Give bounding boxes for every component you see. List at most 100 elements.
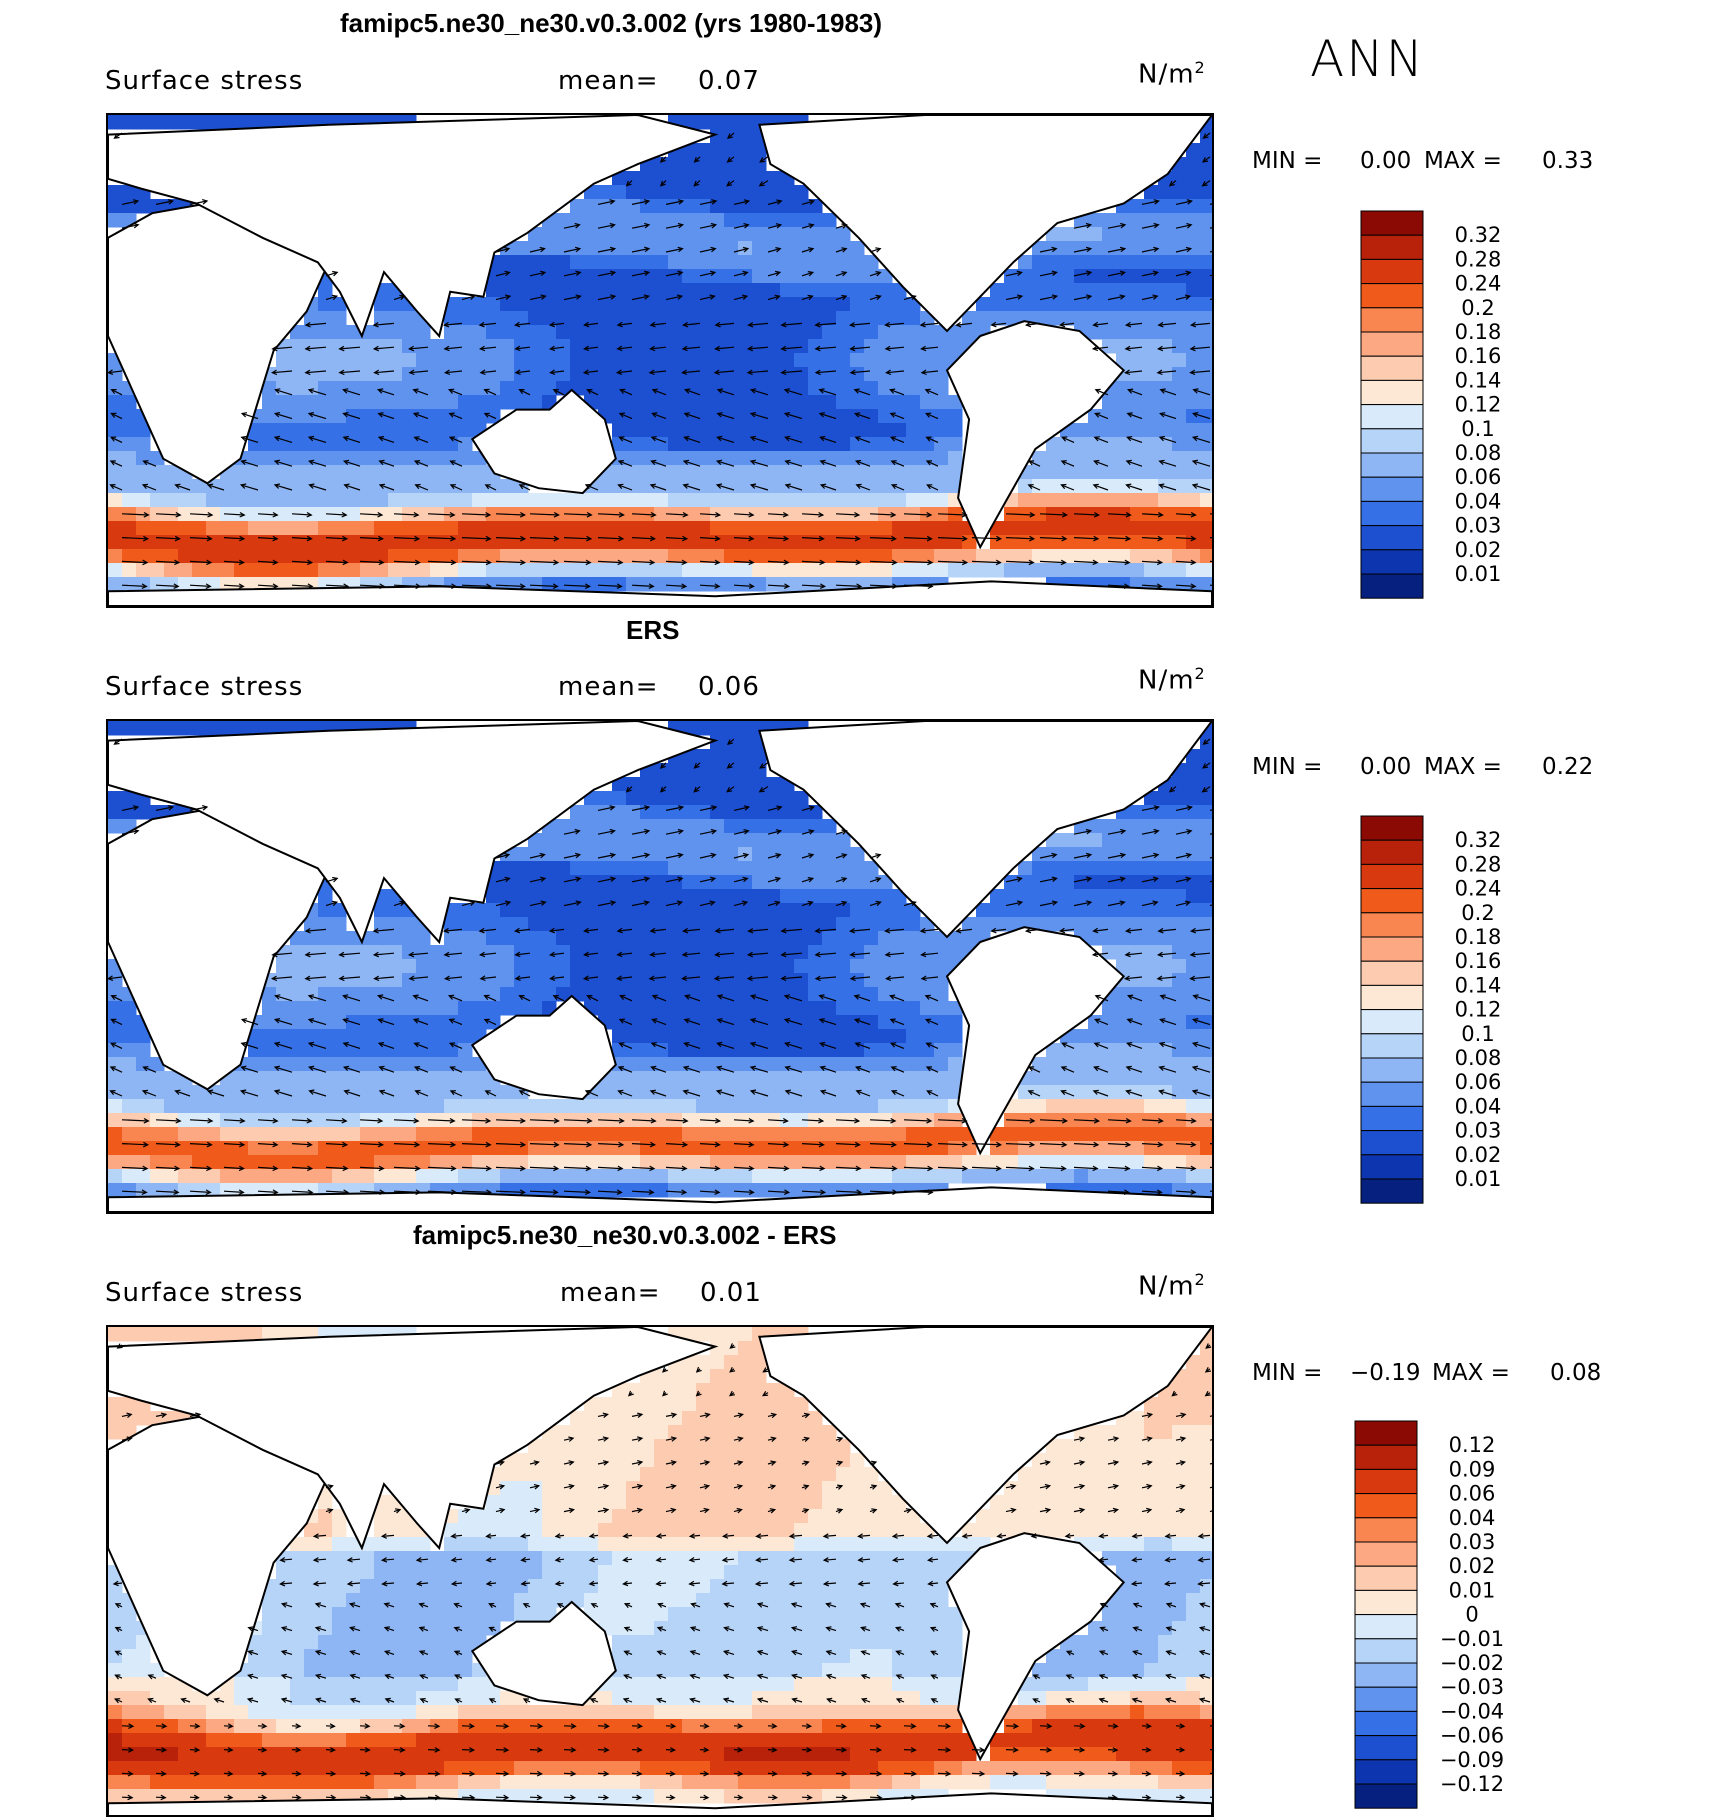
field-cell — [1144, 973, 1159, 988]
field-cell — [682, 297, 697, 312]
field-cell — [514, 945, 529, 960]
field-cell — [500, 311, 515, 326]
field-cell — [430, 1001, 445, 1016]
field-cell — [108, 721, 123, 736]
field-cell — [752, 255, 767, 270]
field-cell — [360, 1029, 375, 1044]
field-cell — [584, 1099, 599, 1114]
field-cell — [668, 763, 683, 778]
field-cell — [962, 1169, 977, 1184]
field-cell — [584, 367, 599, 382]
field-cell — [164, 721, 179, 736]
field-cell — [836, 563, 851, 578]
field-cell — [122, 721, 137, 736]
field-cell — [1186, 157, 1201, 172]
field-cell — [374, 1001, 389, 1016]
field-cell — [990, 903, 1005, 918]
field-cell — [668, 367, 683, 382]
field-cell — [1144, 255, 1159, 270]
field-cell — [290, 1085, 305, 1100]
field-cell — [1144, 563, 1159, 578]
field-cell — [458, 353, 473, 368]
field-cell — [570, 339, 585, 354]
colorbar-box — [1361, 550, 1423, 574]
field-cell — [1158, 1029, 1173, 1044]
field-cell — [794, 325, 809, 340]
field-cell — [444, 931, 459, 946]
field-cell — [1200, 791, 1212, 806]
field-cell — [430, 1169, 445, 1184]
field-cell — [192, 521, 207, 536]
field-cell — [696, 1015, 711, 1030]
field-cell — [234, 1099, 249, 1114]
field-cell — [556, 833, 571, 848]
field-cell — [724, 395, 739, 410]
field-cell — [948, 535, 963, 550]
field-cell — [598, 493, 613, 508]
field-cell — [640, 577, 655, 592]
field-cell — [668, 1169, 683, 1184]
field-cell — [1158, 791, 1173, 806]
field-cell — [1088, 1015, 1103, 1030]
field-cell — [598, 847, 613, 862]
field-cell — [766, 945, 781, 960]
field-cell — [780, 917, 795, 932]
field-cell — [948, 437, 963, 452]
field-cell — [346, 1071, 361, 1086]
field-cell — [1074, 917, 1089, 932]
field-cell — [878, 493, 893, 508]
field-cell — [710, 311, 725, 326]
field-cell — [822, 959, 837, 974]
field-cell — [794, 945, 809, 960]
field-cell — [1074, 1127, 1089, 1142]
field-cell — [192, 563, 207, 578]
field-cell — [1158, 423, 1173, 438]
field-cell — [1186, 1071, 1201, 1086]
field-cell — [1102, 1169, 1117, 1184]
field-cell — [864, 493, 879, 508]
field-cell — [570, 493, 585, 508]
field-cell — [850, 1001, 865, 1016]
field-cell — [472, 465, 487, 480]
field-cell — [206, 1169, 221, 1184]
field-cell — [668, 945, 683, 960]
field-cell — [1200, 1029, 1212, 1044]
field-cell — [1102, 1085, 1117, 1100]
field-cell — [766, 227, 781, 242]
field-cell — [402, 1169, 417, 1184]
field-cell — [1046, 1141, 1061, 1156]
field-cell — [808, 1085, 823, 1100]
field-cell — [1200, 283, 1212, 298]
field-cell — [150, 465, 165, 480]
field-cell — [206, 1127, 221, 1142]
field-cell — [696, 199, 711, 214]
field-cell — [696, 493, 711, 508]
field-cell — [1116, 325, 1131, 340]
field-cell — [612, 861, 627, 876]
field-cell — [486, 931, 501, 946]
field-cell — [1088, 1099, 1103, 1114]
field-cell — [570, 521, 585, 536]
field-cell — [500, 367, 515, 382]
field-cell — [1102, 213, 1117, 228]
field-cell — [304, 353, 319, 368]
field-cell — [458, 563, 473, 578]
field-cell — [1060, 1169, 1075, 1184]
field-cell — [878, 311, 893, 326]
field-cell — [346, 959, 361, 974]
field-cell — [122, 1127, 137, 1142]
field-cell — [542, 959, 557, 974]
field-cell — [724, 283, 739, 298]
field-cell — [1032, 1099, 1047, 1114]
field-cell — [668, 423, 683, 438]
field-cell — [696, 381, 711, 396]
field-cell — [654, 353, 669, 368]
field-cell — [822, 1099, 837, 1114]
field-cell — [682, 777, 697, 792]
field-cell — [1158, 227, 1173, 242]
field-cell — [682, 171, 697, 186]
field-cell — [822, 465, 837, 480]
field-cell — [920, 959, 935, 974]
field-cell — [724, 1029, 739, 1044]
field-cell — [262, 1001, 277, 1016]
